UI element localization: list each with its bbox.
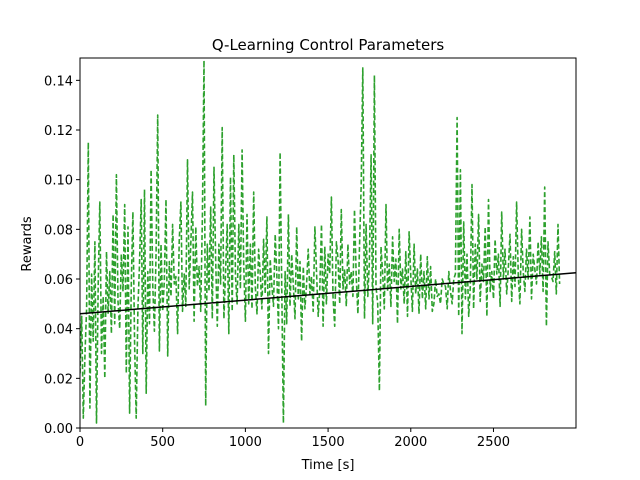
x-tick-label: 500 xyxy=(150,435,175,450)
x-axis: 0 500 1000 1500 2000 2500 xyxy=(76,428,510,450)
x-tick-label: 0 xyxy=(76,435,84,450)
reward-series-line xyxy=(80,59,561,424)
chart-title: Q-Learning Control Parameters xyxy=(212,36,445,54)
x-tick-label: 1500 xyxy=(312,435,345,450)
y-tick-label: 0.14 xyxy=(44,74,73,89)
y-tick-label: 0.04 xyxy=(44,323,73,338)
x-axis-label: Time [s] xyxy=(301,458,355,473)
trend-line xyxy=(80,272,576,315)
x-tick-label: 2000 xyxy=(394,435,427,450)
plot-frame xyxy=(79,57,577,429)
y-tick-label: 0.12 xyxy=(44,124,73,139)
y-tick-label: 0.10 xyxy=(44,174,73,189)
y-tick-label: 0.08 xyxy=(44,223,73,238)
y-tick-label: 0.02 xyxy=(44,372,73,387)
y-tick-label: 0.06 xyxy=(44,273,73,288)
y-axis: 0.00 0.02 0.04 0.06 0.08 0.10 0.12 0.14 xyxy=(44,74,80,437)
plot-area xyxy=(80,59,576,424)
y-axis-label: Rewards xyxy=(20,216,35,271)
y-tick-label: 0.00 xyxy=(44,422,73,437)
x-tick-label: 1000 xyxy=(229,435,262,450)
x-tick-label: 2500 xyxy=(477,435,510,450)
